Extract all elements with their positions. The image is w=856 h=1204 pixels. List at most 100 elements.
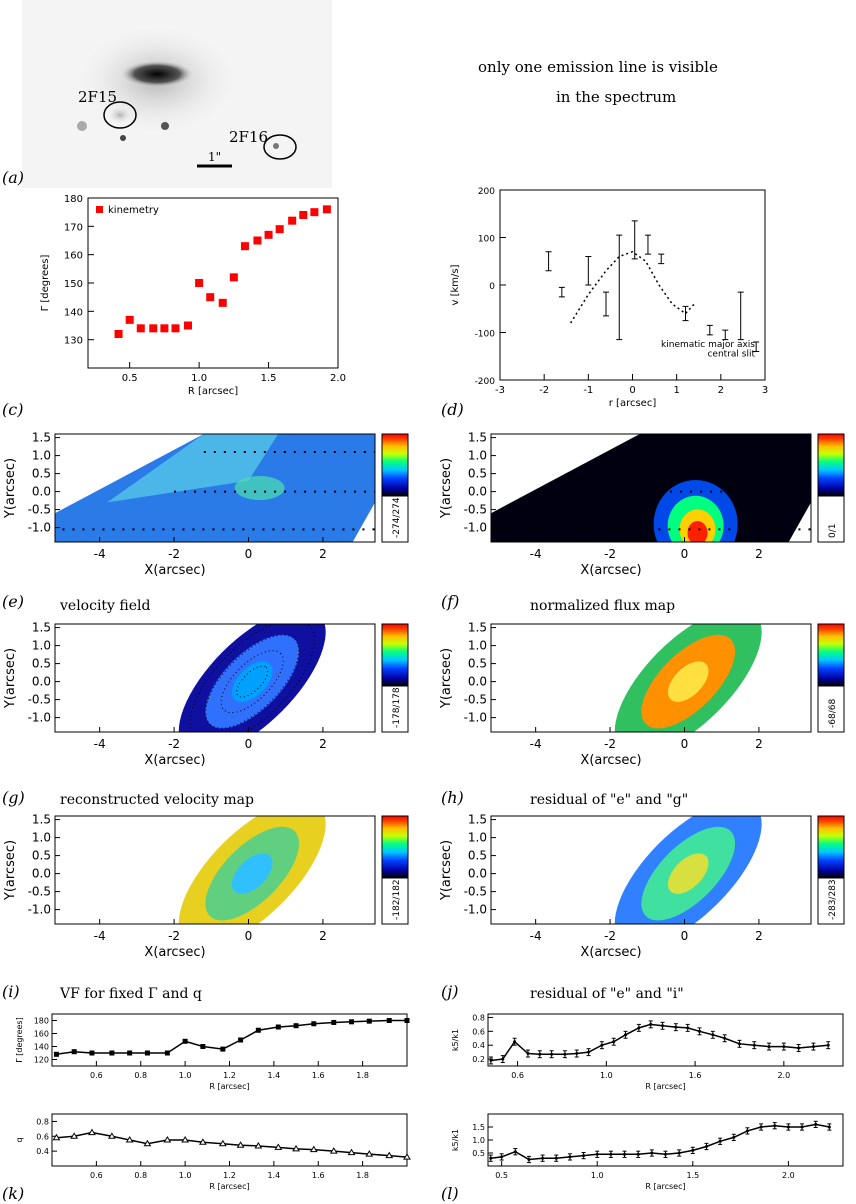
panel-label-i: (i) (2, 982, 20, 1001)
y-tick-label: 0.0 (32, 675, 51, 689)
data-point (752, 1043, 756, 1047)
x-tick-label: 1.8 (356, 1171, 369, 1180)
y-tick-label: 170 (64, 222, 83, 233)
y-tick-label: 0.6 (472, 1027, 485, 1036)
data-point (89, 1050, 95, 1056)
data-point (623, 1152, 627, 1156)
y-tick-label: 1.5 (468, 621, 487, 635)
colorbar-frame (817, 623, 845, 733)
data-point (218, 1139, 227, 1147)
scale-label: 1" (208, 150, 222, 164)
colorbar (382, 816, 408, 878)
x-axis-label: X(arcsec) (580, 945, 641, 960)
panel-label-l: (l) (441, 1184, 459, 1203)
data-point (164, 1050, 170, 1056)
data-point (664, 1152, 667, 1156)
x-tick-label: 0.8 (134, 1071, 147, 1080)
x-tick-label: -4 (94, 547, 106, 561)
y-tick-label: 0.0 (468, 485, 487, 499)
x-tick-label: 1.0 (179, 1071, 192, 1080)
y-tick-label: 0 (489, 282, 495, 292)
chart-l-bottom: 0.5 1.0 1.5 2.00.51.01.5R [arcsec]k5/k1 (451, 1113, 844, 1191)
data-point (349, 1019, 355, 1025)
data-point (385, 1151, 394, 1159)
galaxy-image (67, 20, 297, 168)
x-tick-label: 2.0 (782, 1171, 795, 1180)
data-point (386, 1018, 392, 1023)
data-point (293, 1023, 299, 1029)
x-tick-label: -2 (168, 929, 180, 943)
caption-f: normalized flux map (530, 598, 676, 614)
panel-label-j: (j) (441, 982, 459, 1001)
data-point (143, 1139, 152, 1147)
data-point (71, 1049, 77, 1055)
x-tick-label: 1.6 (312, 1071, 325, 1080)
x-tick-label: 0.5 (495, 1171, 508, 1180)
x-tick-label: 0 (629, 385, 635, 396)
image-panel-a: 2F15 2F16 1" (22, 0, 332, 188)
data-point (674, 1025, 678, 1029)
y-tick-label: -1.0 (464, 521, 487, 535)
data-point (365, 1150, 374, 1157)
y-tick-label: 1.0 (32, 831, 51, 845)
x-tick-label: -4 (530, 547, 542, 561)
data-point (603, 291, 609, 317)
x-tick-label: 1.2 (223, 1171, 236, 1180)
colorbar-range: -283/283 (828, 879, 838, 920)
y-tick-label: 0.2 (472, 1055, 485, 1064)
colorbar-frame (817, 815, 845, 925)
data-point (691, 1148, 695, 1152)
x-tick-label: -1 (583, 385, 593, 396)
map-blank (55, 434, 204, 514)
data-point (489, 1058, 493, 1062)
data-point (722, 329, 729, 341)
y-axis-label: Y(arcsec) (439, 840, 454, 901)
legend-marker (96, 206, 103, 213)
x-tick-label: 1.5 (261, 373, 277, 384)
x-axis-label: R [arcsec] (645, 1082, 685, 1091)
data-point (52, 1133, 61, 1141)
data-point (595, 1152, 599, 1156)
y-tick-label: -1.0 (28, 903, 51, 917)
y-tick-label: -200 (475, 377, 496, 387)
caption-g: reconstructed velocity map (60, 792, 254, 808)
map-blank (352, 502, 375, 542)
label-2f15: 2F15 (78, 88, 118, 106)
legend-label: kinemetry (108, 205, 159, 216)
panel-label-h: (h) (441, 788, 464, 807)
data-point (745, 1129, 749, 1133)
data-point (732, 1135, 736, 1139)
data-point (53, 1051, 59, 1057)
y-tick-label: 0.5 (32, 849, 51, 863)
x-tick-label: 0 (245, 737, 253, 751)
data-point (600, 1043, 604, 1047)
x-tick-label: 1.0 (600, 1071, 613, 1080)
series-line (56, 1019, 407, 1056)
data-point (538, 1052, 542, 1056)
x-tick-label: 0.5 (122, 373, 138, 384)
data-point (331, 1019, 337, 1025)
y-tick-label: 140 (64, 307, 83, 318)
data-point (616, 234, 623, 341)
data-point (706, 324, 713, 336)
y-axis-label: v [km/s] (450, 264, 461, 305)
x-tick-label: -2 (539, 385, 549, 396)
caption-e: velocity field (60, 598, 151, 614)
x-tick-label: 2.0 (777, 1071, 790, 1080)
data-point (200, 1044, 206, 1049)
colorbar-range: -274/274 (392, 497, 402, 538)
colorbar-label-box (817, 495, 845, 543)
x-tick-label: 1.2 (223, 1071, 236, 1080)
data-point (366, 1018, 372, 1024)
plot-frame (51, 1113, 408, 1167)
data-point (229, 273, 238, 282)
colorbar-range: 0/1 (828, 524, 838, 538)
data-point (329, 1147, 338, 1154)
data-point (827, 1125, 831, 1129)
map-image (178, 816, 326, 924)
x-tick-label: 1 (673, 385, 679, 396)
data-point (800, 1125, 804, 1129)
data-point (184, 321, 192, 330)
y-tick-label: 1.0 (468, 831, 487, 845)
y-tick-label: 180 (64, 194, 83, 205)
